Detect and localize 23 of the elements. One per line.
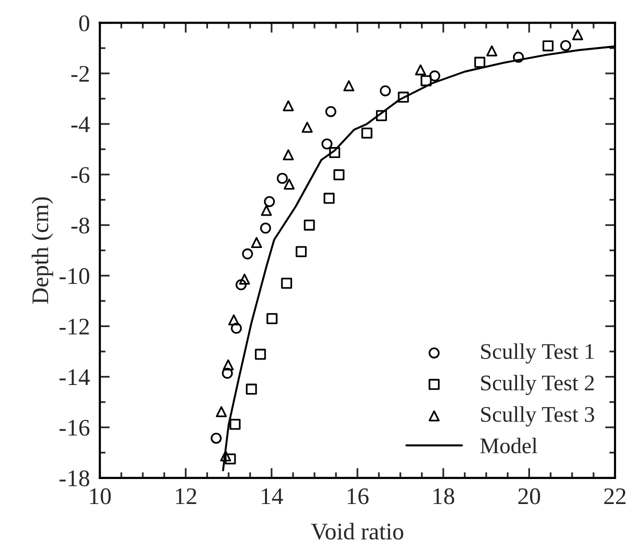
legend-label: Scully Test 3 <box>481 406 594 427</box>
y-tick-label: -18 <box>60 470 90 486</box>
legend-label: Scully Test 2 <box>481 374 594 396</box>
x-tick-label: 12 <box>176 488 196 504</box>
legend-label: Scully Test 1 <box>481 343 594 364</box>
y-tick-label: -6 <box>71 167 90 183</box>
x-axis-title: Void ratio <box>311 522 404 540</box>
y-tick-label: -14 <box>60 369 90 385</box>
x-tick-label: 14 <box>262 488 284 504</box>
x-tick-label: 18 <box>434 488 454 504</box>
y-axis-title: Depth (cm) <box>32 197 54 304</box>
y-tick-label: -12 <box>60 318 89 334</box>
x-tick-label: 16 <box>348 488 369 504</box>
x-tick-label: 10 <box>90 488 111 504</box>
y-tick-label: -10 <box>60 268 90 284</box>
y-tick-label: -4 <box>71 116 90 132</box>
x-tick-label: 20 <box>518 488 540 504</box>
y-tick-label: -16 <box>60 420 90 436</box>
x-tick-label: 22 <box>604 488 626 504</box>
legend-label: Model <box>480 438 538 454</box>
y-tick-label: -8 <box>71 218 90 234</box>
y-tick-label: 0 <box>79 15 90 32</box>
y-tick-label: -2 <box>71 66 89 82</box>
